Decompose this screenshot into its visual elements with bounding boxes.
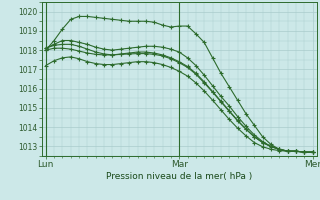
X-axis label: Pression niveau de la mer( hPa ): Pression niveau de la mer( hPa ): [106, 172, 252, 181]
